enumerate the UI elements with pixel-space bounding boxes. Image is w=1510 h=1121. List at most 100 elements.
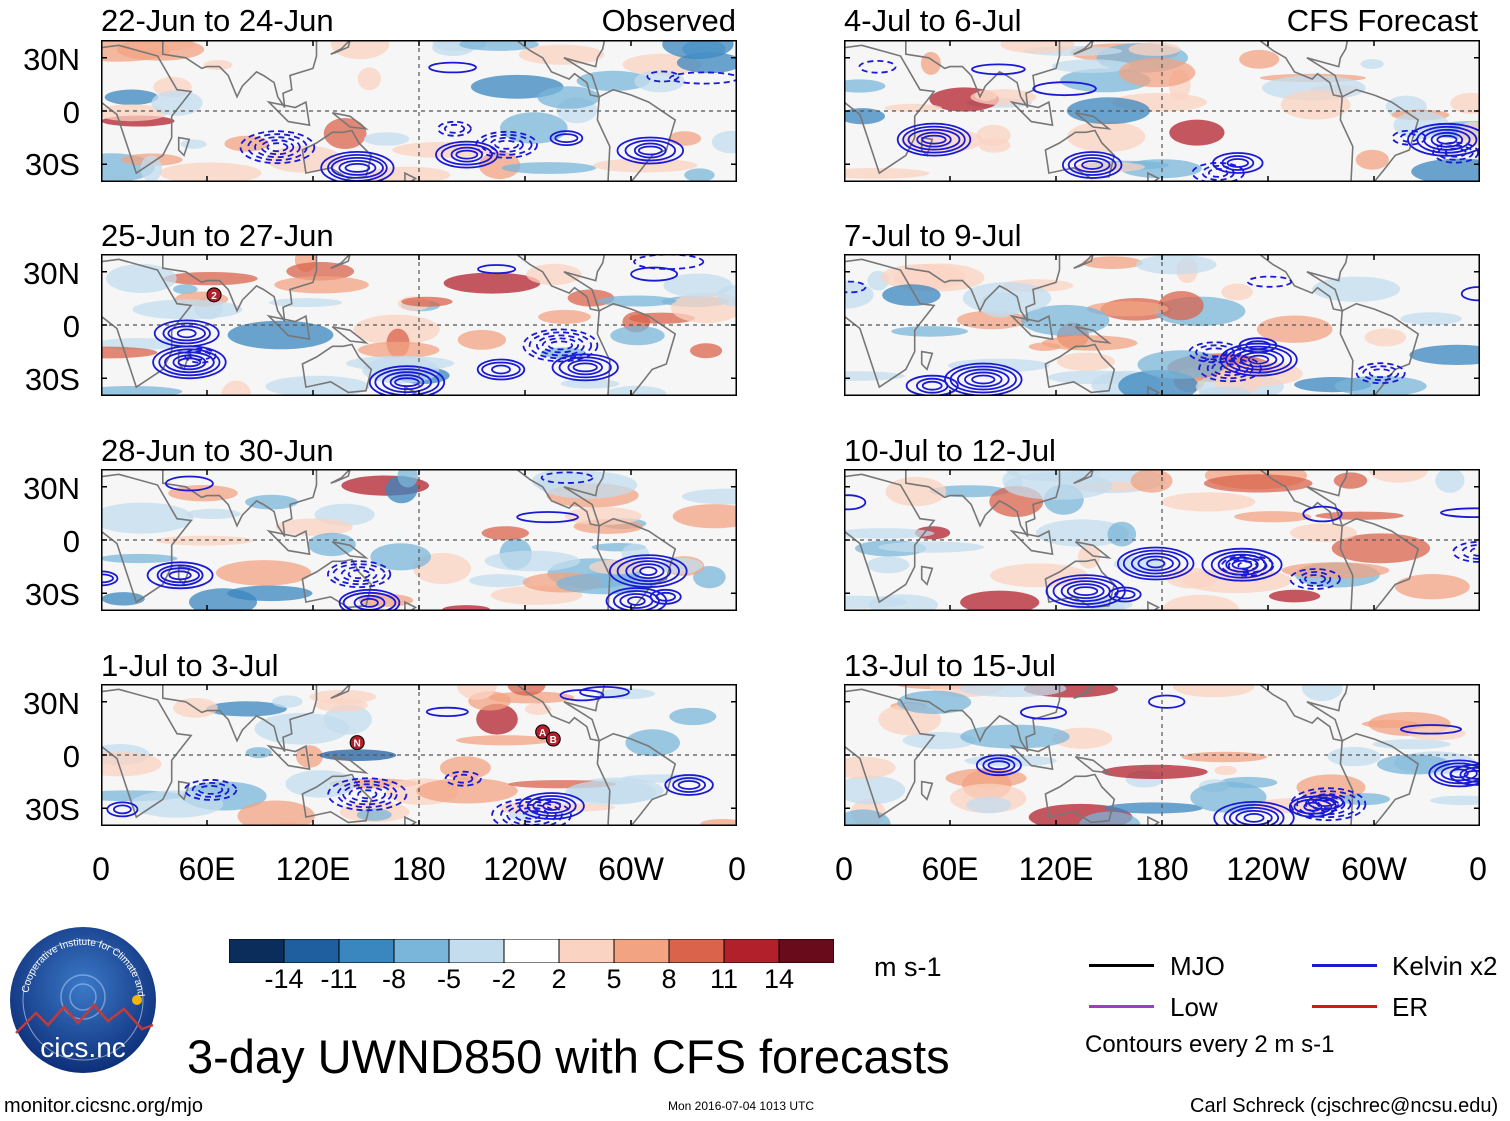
coastline: [331, 541, 369, 559]
wind-anomaly-shading: [323, 118, 367, 149]
wind-anomaly-shading: [315, 698, 368, 713]
wind-anomaly-shading: [265, 375, 370, 396]
panel-frame: [101, 40, 737, 182]
wind-anomaly-shading: [215, 560, 312, 586]
coastline: [331, 326, 369, 344]
kelvin-contour: [542, 801, 562, 811]
wind-anomaly-shading: [866, 556, 910, 574]
coastline: [101, 44, 193, 175]
colorbar-swatch: [723, 939, 780, 963]
coastline: [266, 314, 311, 341]
kelvin-contour: [164, 351, 215, 374]
kelvin-contour: [1434, 762, 1480, 785]
kelvin-contour: [480, 133, 533, 156]
wind-anomaly-shading: [1333, 472, 1368, 489]
wind-anomaly-shading: [1430, 795, 1480, 806]
kelvin-contour: [266, 142, 289, 153]
coastline: [596, 732, 677, 826]
kelvin-contour: [921, 380, 943, 391]
coastline: [1044, 343, 1116, 394]
wind-anomaly-shading: [1409, 344, 1480, 365]
wind-anomaly-shading: [1400, 312, 1462, 326]
panel-title-1: 22-Jun to 24-Jun: [101, 3, 334, 38]
lat-label-30s: 30S: [24, 147, 80, 182]
colorbar-tick-label: 5: [606, 964, 622, 994]
lat-label-30n: 30N: [23, 471, 80, 506]
wind-anomaly-shading: [978, 138, 1011, 153]
footer-url: monitor.cicsnc.org/mjo: [4, 1095, 203, 1117]
kelvin-contour: [1293, 798, 1333, 815]
wind-anomaly-shading: [693, 566, 726, 589]
coastline: [1339, 517, 1420, 611]
wind-anomaly-shading: [1130, 469, 1173, 493]
wind-anomaly-shading: [1395, 574, 1470, 600]
kelvin-contour: [1440, 507, 1480, 518]
coastline: [844, 258, 936, 389]
wind-anomaly-shading: [891, 326, 968, 337]
kelvin-contour: [672, 777, 706, 793]
wind-anomaly-shading: [470, 74, 564, 99]
kelvin-contour: [340, 566, 378, 583]
panel-title-5: 4-Jul to 6-Jul: [844, 3, 1022, 38]
lat-label-30s: 30S: [24, 577, 80, 612]
colorbar-tick-label: 11: [709, 964, 739, 994]
kelvin-contour: [1231, 559, 1253, 570]
wind-anomaly-shading: [1128, 42, 1181, 56]
coastline: [1044, 773, 1116, 824]
wind-anomaly-shading: [1051, 59, 1131, 73]
kelvin-contour: [514, 806, 549, 823]
kelvin-contour: [1195, 344, 1235, 361]
coastline: [844, 473, 936, 604]
wind-anomaly-shading: [1158, 291, 1204, 321]
kelvin-contour: [189, 350, 212, 361]
wind-anomaly-shading: [929, 485, 1009, 498]
kelvin-contour: [1198, 354, 1262, 383]
map-panel-2: 2: [101, 254, 737, 396]
coastline: [1147, 815, 1161, 826]
lat-label-eq: 0: [62, 739, 80, 774]
panel-frame: [844, 254, 1480, 396]
wind-anomaly-shading: [1334, 375, 1427, 396]
kelvin-contour: [1368, 368, 1393, 379]
wind-anomaly-shading: [1035, 519, 1129, 547]
lon-label-120w: 120W: [1226, 851, 1310, 887]
wind-anomaly-shading: [1057, 352, 1115, 371]
kelvin-contour: [348, 786, 386, 803]
panel-title-2: 25-Jun to 27-Jun: [101, 218, 334, 253]
wind-anomaly-shading: [469, 574, 530, 588]
kelvin-contour: [1362, 365, 1400, 382]
wind-anomaly-shading: [672, 504, 737, 529]
wind-anomaly-shading: [1355, 149, 1389, 170]
coastline: [1147, 385, 1161, 396]
kelvin-contour: [435, 140, 499, 169]
kelvin-contour: [506, 803, 557, 826]
kelvin-contour: [342, 783, 393, 806]
kelvin-contour: [176, 328, 197, 339]
coastline: [161, 469, 318, 537]
coastline: [404, 600, 418, 611]
kelvin-contour: [168, 570, 192, 581]
map-panel-3: [101, 469, 737, 611]
kelvin-contour: [197, 785, 224, 795]
kelvin-contour: [1298, 571, 1332, 587]
map-panel-4: N AB: [101, 684, 737, 826]
contour-note: Contours every 2 m s-1: [1085, 1031, 1335, 1058]
kelvin-contour: [1081, 160, 1104, 170]
wind-anomaly-shading: [1086, 301, 1169, 317]
kelvin-contour: [476, 358, 526, 381]
coastline: [1009, 529, 1054, 556]
wind-anomaly-shading: [625, 729, 680, 757]
coastline: [301, 773, 373, 824]
coastline: [161, 684, 318, 752]
wind-anomaly-shading: [1161, 492, 1256, 512]
kelvin-contour: [964, 371, 1003, 388]
kelvin-contour: [106, 801, 139, 818]
wind-anomaly-shading: [501, 162, 597, 174]
kelvin-contour: [1219, 342, 1298, 377]
kelvin-contour: [453, 773, 474, 784]
kelvin-contour: [1304, 574, 1327, 584]
kelvin-contour: [532, 798, 572, 814]
wind-anomaly-shading: [101, 592, 145, 606]
kelvin-contour: [921, 134, 947, 145]
